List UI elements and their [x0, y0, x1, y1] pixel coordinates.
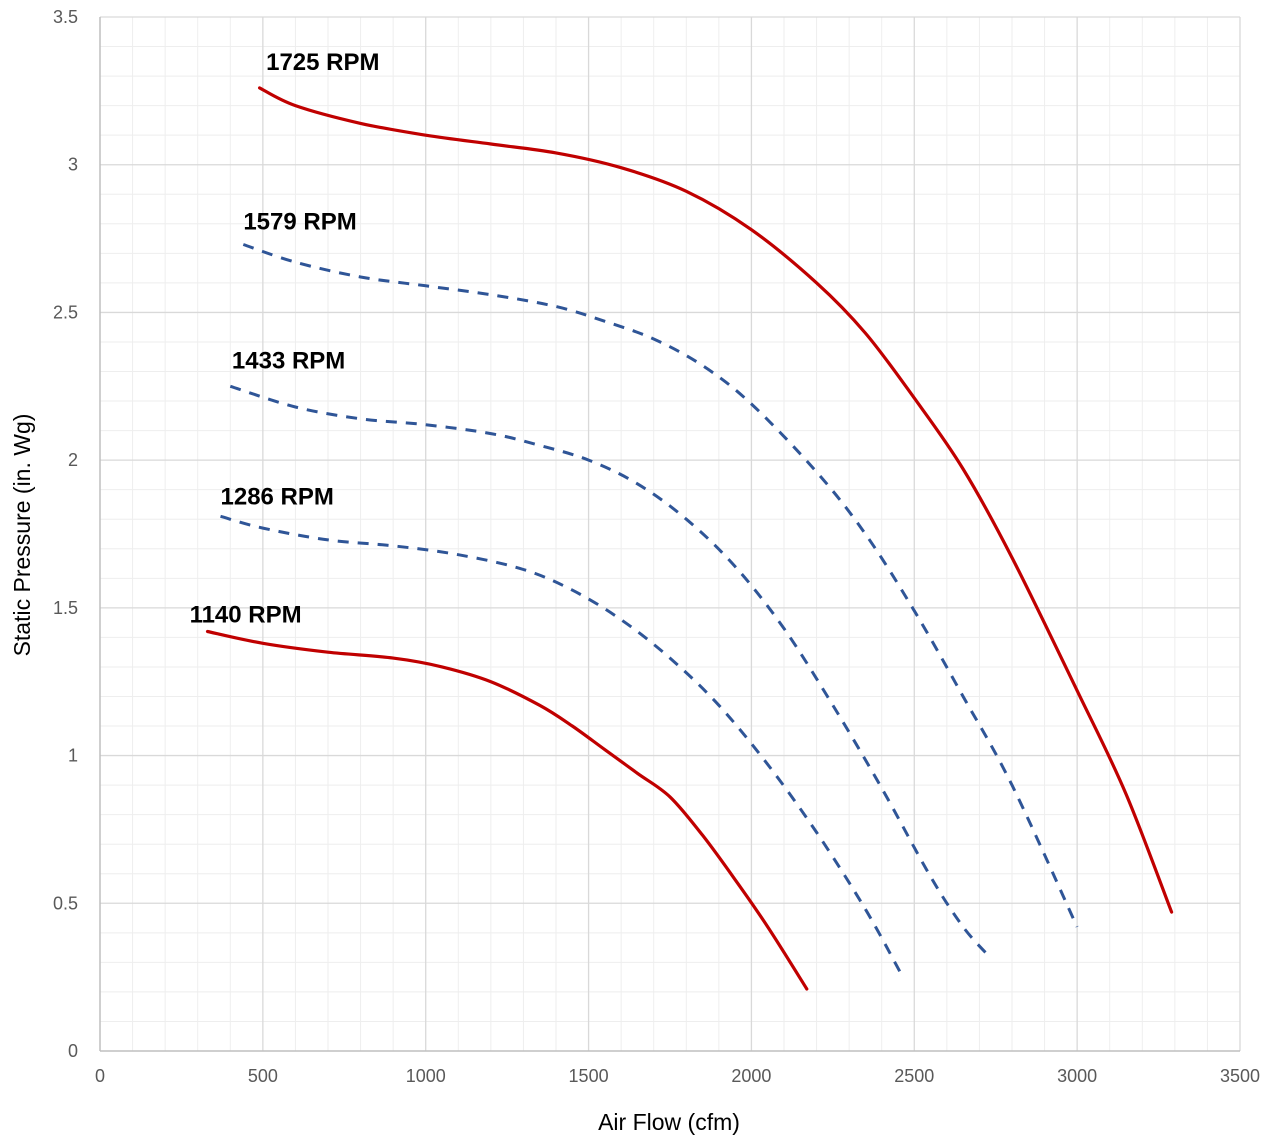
y-axis-title: Static Pressure (in. Wg): [9, 414, 35, 657]
y-tick-label: 1: [68, 746, 78, 766]
series-line-1433-rpm: [229, 384, 991, 958]
series-line-1286-rpm: [220, 514, 903, 975]
y-tick-label: 2.5: [53, 302, 78, 322]
series-line-1140-rpm: [205, 629, 809, 991]
curve-label-1286-rpm: 1286 RPM: [221, 483, 334, 510]
x-tick-label: 2000: [731, 1066, 771, 1086]
axes: [99, 17, 1240, 1052]
minor-grid: [100, 17, 1240, 1051]
y-tick-label: 1.5: [53, 598, 78, 618]
x-tick-label: 1000: [406, 1066, 446, 1086]
x-tick-label: 500: [248, 1066, 278, 1086]
y-tick-label: 0: [68, 1041, 78, 1061]
series-lines: [205, 86, 1174, 991]
x-tick-label: 1500: [569, 1066, 609, 1086]
x-tick-label: 2500: [894, 1066, 934, 1086]
curve-label-1725-rpm: 1725 RPM: [266, 49, 379, 76]
x-tick-labels: 0 500 1000 1500 2000 2500 3000 3500: [95, 1066, 1260, 1086]
curve-label-1433-rpm: 1433 RPM: [232, 348, 345, 375]
curve-label-1140-rpm: 1140 RPM: [190, 602, 302, 629]
series-line-1579-rpm: [242, 243, 1079, 928]
x-tick-label: 3500: [1220, 1066, 1260, 1086]
x-tick-label: 3000: [1057, 1066, 1097, 1086]
x-axis-title: Air Flow (cfm): [598, 1109, 740, 1135]
y-tick-labels: 0 0.5 1 1.5 2 2.5 3 3.5: [53, 7, 78, 1061]
y-tick-label: 3: [68, 155, 78, 175]
x-tick-label: 0: [95, 1066, 105, 1086]
y-tick-label: 2: [68, 450, 78, 470]
y-tick-label: 3.5: [53, 7, 78, 27]
series-line-1725-rpm: [258, 86, 1174, 914]
curve-labels: 1725 RPM 1579 RPM 1433 RPM 1286 RPM 1140 RPM: [190, 49, 380, 628]
major-grid: [100, 16, 1241, 1051]
curve-label-1579-rpm: 1579 RPM: [243, 209, 356, 236]
y-tick-label: 0.5: [53, 893, 78, 913]
